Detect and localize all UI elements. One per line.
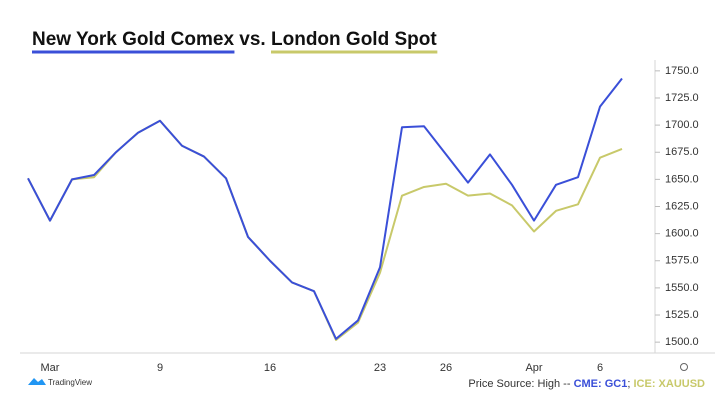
source-label: Price Source: High -- [468, 378, 570, 390]
series-line [27, 119, 623, 341]
series-line [27, 77, 623, 340]
title-series-b: London Gold Spot [271, 29, 437, 50]
logo-text: TradingView [48, 378, 92, 387]
x-tick-label: 23 [374, 362, 386, 374]
title-middle: vs. [239, 29, 265, 50]
logo-icon [28, 378, 46, 385]
source-separator: ; [627, 378, 630, 390]
y-tick-label: 1675.0 [665, 146, 699, 158]
chart-title: New York Gold Comex vs. London Gold Spot [32, 29, 437, 50]
source-note: Price Source: High -- CME: GC1; ICE: XAU… [468, 378, 705, 390]
source-a: CME: GC1 [574, 378, 628, 390]
y-tick-label: 1725.0 [665, 92, 699, 104]
source-b: ICE: XAUUSD [633, 378, 705, 390]
x-tick-label: Apr [525, 362, 542, 374]
y-tick-label: 1650.0 [665, 173, 699, 185]
x-tick-label: 26 [440, 362, 452, 374]
x-tick-label: 9 [157, 362, 163, 374]
title-series-a: New York Gold Comex [32, 29, 234, 50]
x-tick-label: 6 [597, 362, 603, 374]
y-tick-label: 1550.0 [665, 282, 699, 294]
settings-icon[interactable] [680, 363, 688, 371]
y-tick-label: 1600.0 [665, 228, 699, 240]
x-tick-label: Mar [41, 362, 60, 374]
y-tick-label: 1500.0 [665, 336, 699, 348]
x-tick-label: 16 [264, 362, 276, 374]
y-tick-label: 1750.0 [665, 65, 699, 77]
y-tick-label: 1625.0 [665, 200, 699, 212]
y-tick-label: 1525.0 [665, 309, 699, 321]
y-tick-label: 1700.0 [665, 119, 699, 131]
y-tick-label: 1575.0 [665, 255, 699, 267]
